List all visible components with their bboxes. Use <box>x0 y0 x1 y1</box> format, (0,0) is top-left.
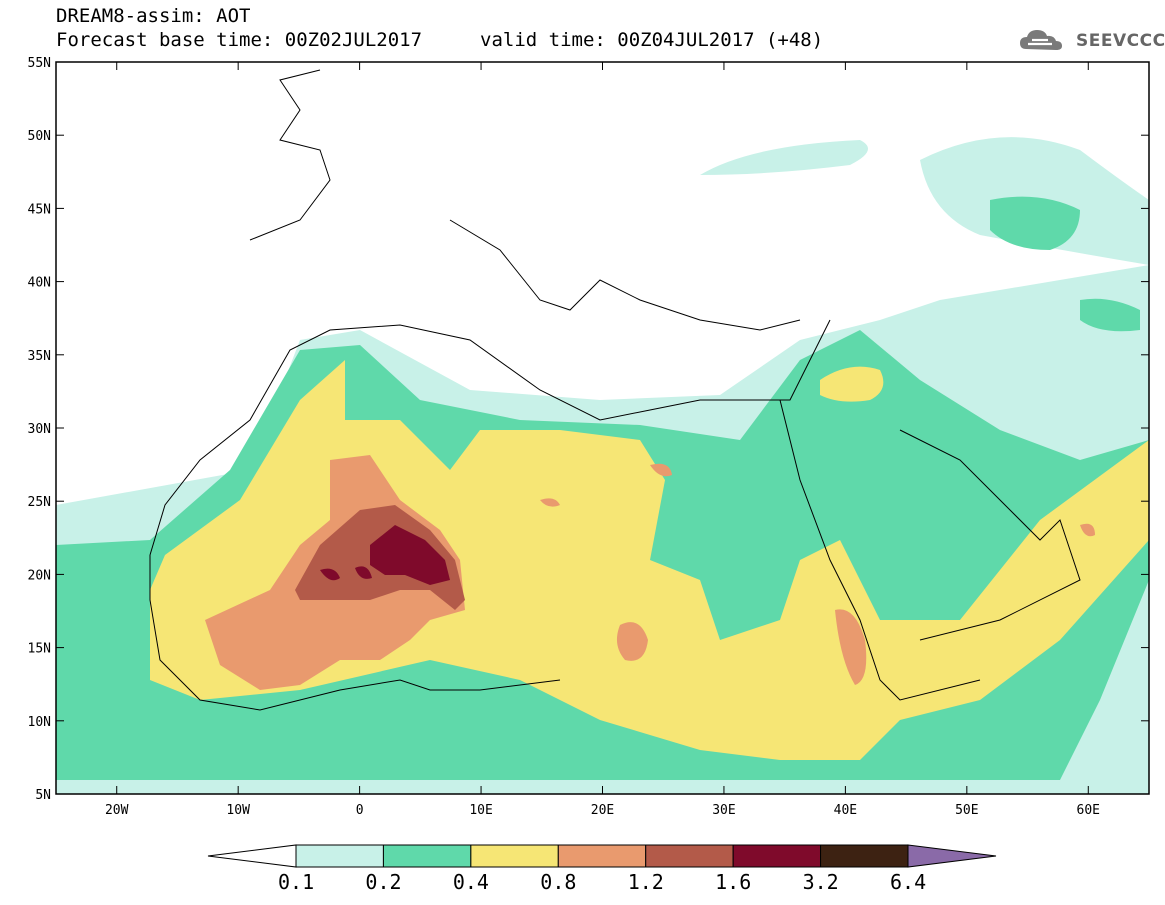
aot-contour-0.2-north <box>990 196 1140 332</box>
colorbar-label: 3.2 <box>802 870 839 894</box>
lon-tick-label: 20W <box>105 803 129 818</box>
colorbar-label: 1.6 <box>715 870 752 894</box>
colorbar-segment <box>382 844 472 868</box>
map-title: DREAM8-assim: AOT <box>56 5 251 27</box>
lat-tick-label: 30N <box>28 422 51 437</box>
lon-tick-label: 20E <box>591 803 614 818</box>
colorbar <box>207 844 997 868</box>
colorbar-segment <box>557 844 647 868</box>
lon-tick-label: 0 <box>356 803 364 818</box>
colorbar-label: 0.4 <box>452 870 489 894</box>
colorbar-label: 0.1 <box>278 870 315 894</box>
aot-contour-1.6 <box>320 525 450 585</box>
lat-tick-label: 50N <box>28 129 51 144</box>
map-axes: 20W 10W 0 10E 20E 30E 40E 50E 60E 55N 50N 45N 40N 35N… <box>28 56 1149 818</box>
lon-tick-label: 30E <box>712 803 735 818</box>
cloud-icon <box>1020 30 1062 50</box>
colorbar-label: 0.2 <box>365 870 402 894</box>
lat-tick-label: 25N <box>28 495 51 510</box>
lon-tick-label: 50E <box>955 803 978 818</box>
lon-tick-label: 60E <box>1077 803 1100 818</box>
seevccc-logo: SEEVCCC <box>1018 25 1165 55</box>
aot-contour-0.4 <box>150 360 1149 760</box>
lon-tick-label: 10E <box>469 803 492 818</box>
colorbar-label: 1.2 <box>627 870 664 894</box>
lat-tick-label: 15N <box>28 642 51 657</box>
forecast-base-time: Forecast base time: 00Z02JUL2017 <box>56 29 423 51</box>
colorbar-label: 6.4 <box>890 870 927 894</box>
lon-tick-label: 40E <box>834 803 857 818</box>
logo-text: SEEVCCC <box>1076 31 1165 51</box>
colorbar-segment <box>907 844 997 868</box>
aot-contour-0.4-iraq <box>820 366 884 402</box>
lat-tick-label: 10N <box>28 715 51 730</box>
coastlines <box>149 69 1081 711</box>
lat-tick-label: 45N <box>28 202 51 217</box>
colorbar-segment <box>820 844 909 868</box>
colorbar-segment <box>645 844 734 868</box>
colorbar-segment <box>207 844 297 868</box>
lat-tick-label: 35N <box>28 349 51 364</box>
valid-time: valid time: 00Z04JUL2017 (+48) <box>480 29 824 51</box>
lat-tick-label: 40N <box>28 276 51 291</box>
colorbar-segment <box>732 844 822 868</box>
lon-tick-label: 10W <box>226 803 250 818</box>
aot-field <box>56 62 1149 794</box>
colorbar-segment <box>295 844 384 868</box>
colorbar-label: 0.8 <box>540 870 577 894</box>
lat-tick-label: 20N <box>28 568 51 583</box>
colorbar-segment <box>470 844 559 868</box>
lat-tick-label: 5N <box>35 788 51 803</box>
lat-tick-label: 55N <box>28 56 51 71</box>
